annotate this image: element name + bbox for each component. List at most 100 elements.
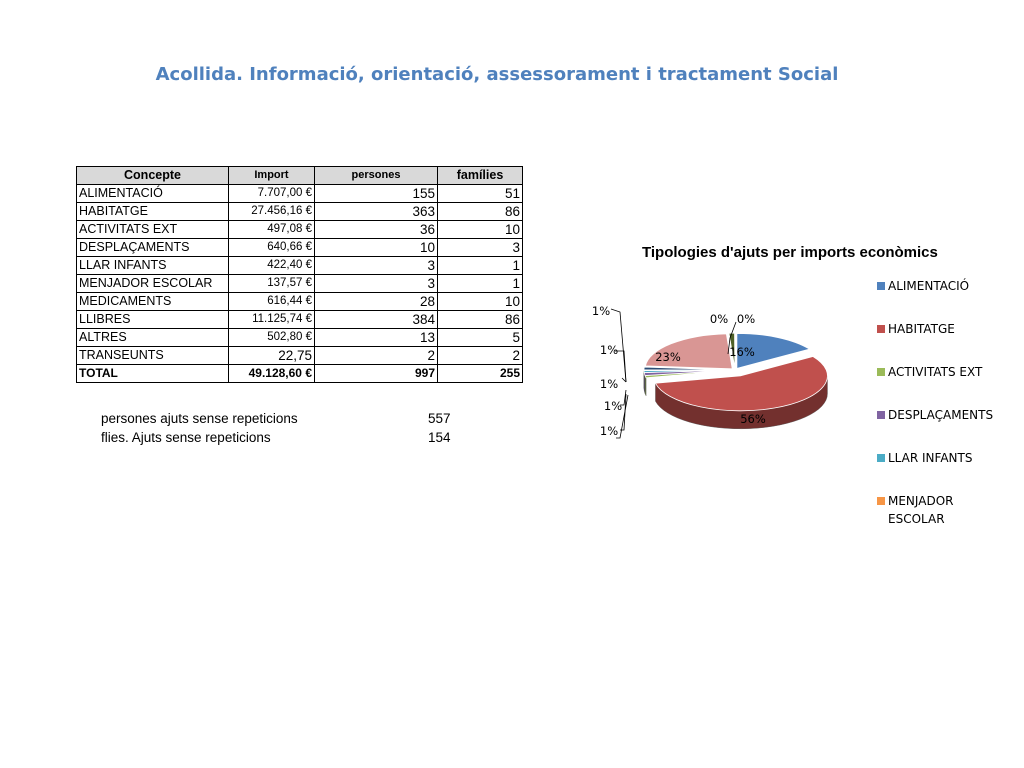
- cell-families: 10: [437, 292, 523, 311]
- legend-swatch: [877, 282, 885, 290]
- cell-concepte: LLAR INFANTS: [76, 256, 229, 275]
- table-row: ALTRES 502,80 €13 5: [76, 328, 523, 347]
- cell-persones: 13: [314, 328, 438, 347]
- pie-data-label: 16%: [729, 345, 755, 359]
- chart-title: Tipologies d'ajuts per imports econòmics: [642, 244, 938, 261]
- pie-data-label: 1%: [600, 377, 618, 391]
- cell-persones: 3: [314, 274, 438, 293]
- cell-families: 255: [437, 364, 523, 383]
- pie-data-label: 56%: [740, 412, 766, 426]
- cell-persones: 363: [314, 202, 438, 221]
- cell-concepte: DESPLAÇAMENTS: [76, 238, 229, 257]
- page-title: Acollida. Informació, orientació, assess…: [155, 64, 839, 85]
- cell-persones: 2: [314, 346, 438, 365]
- table-row: TRANSEUNTS 22,75 2 2: [76, 346, 523, 365]
- cell-families: 10: [437, 220, 523, 239]
- header-families: famílies: [437, 166, 523, 185]
- cell-persones: 28: [314, 292, 438, 311]
- cell-concepte: TOTAL: [76, 364, 229, 383]
- pie-data-label: 0%: [710, 312, 728, 326]
- cell-import: 27.456,16 €: [228, 202, 315, 221]
- summary-value: 154: [428, 430, 451, 445]
- header-concepte: Concepte: [76, 166, 229, 185]
- leader-line: [615, 350, 627, 383]
- table-header-row: Concepte Import persones famílies: [76, 166, 523, 185]
- pie-data-label: 1%: [592, 304, 610, 318]
- cell-concepte: ALIMENTACIÓ: [76, 184, 229, 203]
- table-row: ACTIVITATS EXT 497,08 €36 10: [76, 220, 523, 239]
- cell-concepte: MENJADOR ESCOLAR: [76, 274, 229, 293]
- table-row: MEDICAMENTS 616,44 €28 10: [76, 292, 523, 311]
- cell-families: 1: [437, 256, 523, 275]
- cell-persones: 10: [314, 238, 438, 257]
- cell-import: 7.707,00 €: [228, 184, 315, 203]
- legend-label: ACTIVITATS EXT: [888, 365, 983, 379]
- legend-label: DESPLAÇAMENTS: [888, 408, 993, 422]
- cell-families: 2: [437, 346, 523, 365]
- pie-data-label: 1%: [600, 424, 618, 438]
- legend-swatch: [877, 368, 885, 376]
- summary-label: persones ajuts sense repeticions: [101, 411, 298, 426]
- pie-slice: [736, 333, 811, 369]
- cell-import: 22,75: [228, 346, 315, 365]
- pie-slice: [644, 333, 733, 370]
- table-total-row: TOTAL 49.128,60 €997 255: [76, 364, 523, 383]
- cell-import: 502,80 €: [228, 328, 315, 347]
- leader-line: [616, 394, 629, 439]
- leader-line: [727, 321, 737, 355]
- table-row: ALIMENTACIÓ 7.707,00 €155 51: [76, 184, 523, 203]
- pie-data-label: 23%: [655, 350, 681, 364]
- summary-label: flies. Ajuts sense repeticions: [101, 430, 271, 445]
- cell-persones: 997: [314, 364, 438, 383]
- cell-import: 49.128,60 €: [228, 364, 315, 383]
- cell-concepte: ACTIVITATS EXT: [76, 220, 229, 239]
- cell-persones: 36: [314, 220, 438, 239]
- cell-concepte: MEDICAMENTS: [76, 292, 229, 311]
- cell-persones: 3: [314, 256, 438, 275]
- legend-label: HABITATGE: [888, 322, 955, 336]
- cell-import: 422,40 €: [228, 256, 315, 275]
- cell-families: 86: [437, 202, 523, 221]
- cell-concepte: LLIBRES: [76, 310, 229, 329]
- summary-families: flies. Ajuts sense repeticions 154: [101, 430, 451, 445]
- legend-swatch: [877, 497, 885, 505]
- leader-line: [621, 377, 627, 383]
- cell-families: 86: [437, 310, 523, 329]
- cell-import: 11.125,74 €: [228, 310, 315, 329]
- pie-data-label: 1%: [604, 399, 622, 413]
- table-row: DESPLAÇAMENTS 640,66 €10 3: [76, 238, 523, 257]
- legend-label: LLAR INFANTS: [888, 451, 972, 465]
- legend-swatch: [877, 411, 885, 419]
- cell-concepte: TRANSEUNTS: [76, 346, 229, 365]
- cell-concepte: HABITATGE: [76, 202, 229, 221]
- cell-persones: 384: [314, 310, 438, 329]
- cell-import: 137,57 €: [228, 274, 315, 293]
- leader-line: [610, 308, 627, 383]
- pie-data-label: 0%: [737, 312, 755, 326]
- cell-families: 1: [437, 274, 523, 293]
- pie-chart: Tipologies d'ajuts per imports econòmics…: [592, 244, 993, 526]
- cell-families: 51: [437, 184, 523, 203]
- legend-label: MENJADOR ESCOLAR: [888, 494, 953, 526]
- cell-import: 616,44 €: [228, 292, 315, 311]
- concepts-table: Concepte Import persones famílies ALIMEN…: [76, 166, 523, 383]
- legend-swatch: [877, 325, 885, 333]
- header-persones: persones: [314, 166, 438, 185]
- pie-data-label: 1%: [600, 343, 618, 357]
- cell-import: 497,08 €: [228, 220, 315, 239]
- table-row: HABITATGE 27.456,16 €363 86: [76, 202, 523, 221]
- leader-line: [620, 389, 627, 406]
- cell-concepte: ALTRES: [76, 328, 229, 347]
- cell-families: 3: [437, 238, 523, 257]
- header-import: Import: [228, 166, 315, 185]
- summary-value: 557: [428, 411, 451, 426]
- pie-slice: [643, 366, 732, 371]
- pie-slice-side: [644, 375, 647, 396]
- legend-label: ALIMENTACIÓ: [888, 278, 969, 293]
- table-row: LLIBRES 11.125,74 €384 86: [76, 310, 523, 329]
- cell-families: 5: [437, 328, 523, 347]
- table-row: LLAR INFANTS 422,40 €3 1: [76, 256, 523, 275]
- pie-slice: [654, 356, 828, 412]
- legend-swatch: [877, 454, 885, 462]
- table-row: MENJADOR ESCOLAR 137,57 €3 1: [76, 274, 523, 293]
